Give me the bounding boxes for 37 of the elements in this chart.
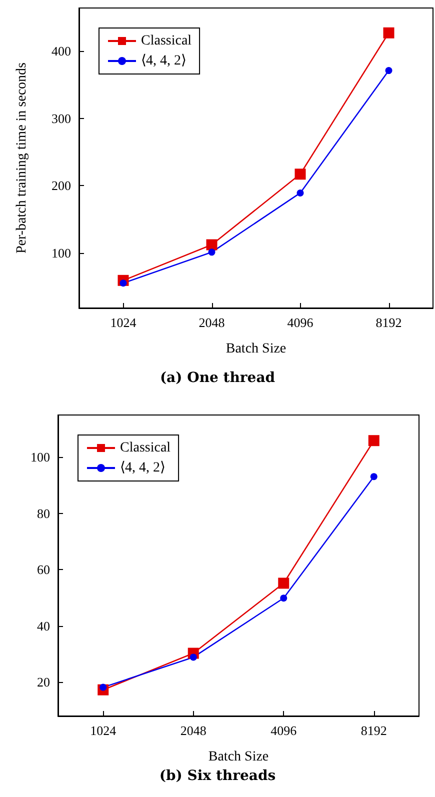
x-tick-label: 2048 — [180, 723, 206, 738]
point — [368, 435, 380, 446]
y-tick-label: 60 — [37, 562, 50, 578]
x-tick-label: 4096 — [287, 315, 314, 330]
legend-label: Classical — [141, 34, 192, 48]
legend-label: ⟨4, 4, 2⟩ — [120, 460, 165, 476]
x-tick-label: 8192 — [376, 315, 402, 330]
text: (b) Six threads — [159, 768, 276, 784]
y-tick-label: 40 — [37, 618, 50, 634]
y-axis-title: Per-batch training time in seconds — [14, 62, 30, 254]
x-tick-label: 2048 — [198, 315, 225, 330]
legend-label: Classical — [120, 440, 171, 456]
point — [190, 654, 197, 661]
x-axis-title: Batch Size — [208, 750, 269, 764]
x-axis-title: Batch Size — [226, 342, 286, 356]
point — [280, 594, 288, 602]
x-tick-label: 1024 — [110, 315, 137, 330]
point — [385, 67, 392, 74]
x-tick-label: 4096 — [270, 723, 298, 738]
y-tick-label: 100 — [52, 245, 71, 260]
y-tick-label: 100 — [30, 450, 50, 465]
x-tick-label: 1024 — [90, 723, 117, 738]
point — [383, 27, 394, 38]
point — [370, 473, 378, 480]
point — [296, 189, 304, 196]
point — [206, 239, 218, 250]
point — [294, 168, 306, 180]
text: (a) One thread — [160, 370, 276, 386]
x-tick-label: 8192 — [360, 723, 387, 738]
y-tick-label: 80 — [37, 506, 50, 521]
y-tick-label: 400 — [52, 44, 71, 59]
y-tick-label: 300 — [52, 110, 71, 126]
point — [208, 248, 216, 256]
legend-label: ⟨4, 4, 2⟩ — [141, 54, 186, 68]
y-tick-label: 200 — [52, 178, 71, 194]
y-tick-label: 20 — [37, 674, 50, 690]
point — [278, 578, 290, 589]
